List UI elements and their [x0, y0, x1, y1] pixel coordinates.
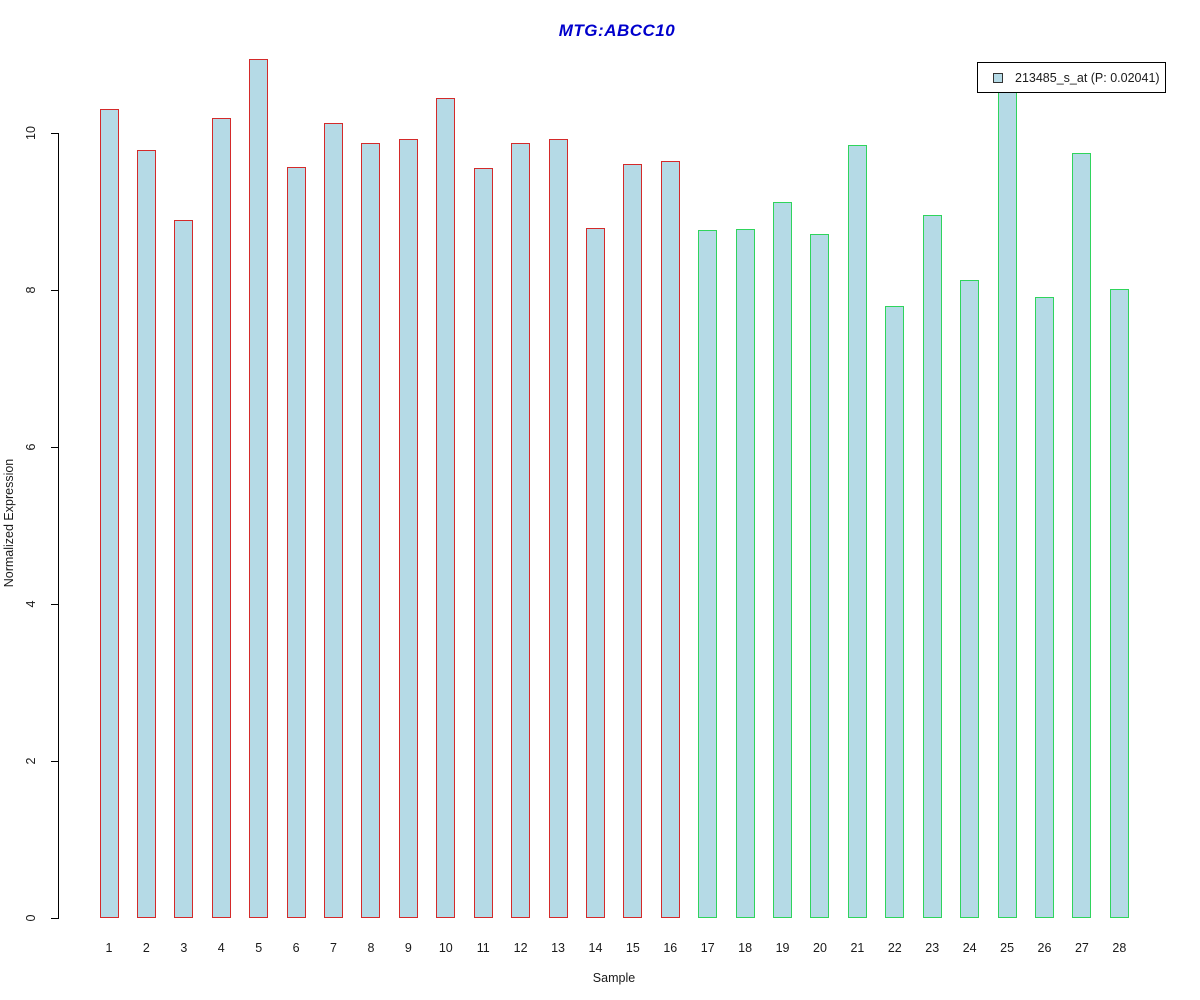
x-tick-label: 19 — [775, 941, 790, 955]
x-axis-title: Sample — [592, 971, 636, 985]
x-tick-label: 20 — [813, 941, 827, 955]
x-tick-label: 26 — [1037, 941, 1052, 955]
bar-sample-18 — [735, 228, 755, 918]
x-tick-label: 17 — [700, 941, 715, 955]
legend: 213485_s_at (P: 0.02041) — [977, 62, 1166, 93]
x-tick-label: 14 — [588, 941, 603, 955]
bar-sample-8 — [361, 143, 381, 918]
x-tick-label: 27 — [1074, 941, 1089, 955]
bar-sample-25 — [997, 85, 1017, 918]
x-tick-label: 22 — [887, 941, 902, 955]
y-tick-label: 6 — [24, 443, 38, 451]
y-axis-title: Normalized Expression — [2, 458, 16, 588]
x-tick-label: 15 — [625, 941, 640, 955]
bar-sample-9 — [398, 139, 418, 918]
bar-sample-27 — [1072, 152, 1092, 918]
y-axis-tick — [50, 447, 58, 448]
legend-swatch-icon — [993, 72, 1003, 83]
bar-sample-22 — [885, 305, 905, 918]
bar-sample-6 — [286, 166, 306, 918]
y-axis-tick — [50, 761, 58, 762]
bar-sample-12 — [511, 143, 531, 918]
bar-sample-15 — [623, 163, 643, 918]
bar-sample-19 — [773, 202, 793, 918]
bar-sample-2 — [136, 150, 156, 918]
x-tick-label: 13 — [551, 941, 565, 955]
bar-sample-24 — [960, 279, 980, 918]
y-axis-line — [57, 133, 59, 919]
x-tick-label: 3 — [180, 941, 188, 955]
y-axis-tick — [50, 918, 58, 919]
chart-title: MTG:ABCC10 — [558, 21, 676, 40]
y-tick-label: 10 — [24, 126, 38, 140]
y-axis-tick — [50, 290, 58, 291]
bar-sample-5 — [249, 59, 269, 918]
y-axis-tick — [50, 604, 58, 605]
x-tick-label: 8 — [367, 941, 375, 955]
bar-sample-10 — [436, 97, 456, 918]
bar-sample-21 — [847, 144, 867, 918]
x-tick-label: 11 — [476, 941, 490, 955]
bar-sample-14 — [585, 227, 605, 918]
x-tick-label: 2 — [142, 941, 150, 955]
x-tick-label: 24 — [962, 941, 977, 955]
x-tick-label: 5 — [255, 941, 263, 955]
bar-sample-3 — [174, 220, 194, 918]
y-tick-label: 8 — [24, 286, 38, 294]
x-tick-label: 10 — [438, 941, 453, 955]
bar-sample-7 — [324, 122, 344, 918]
x-tick-label: 9 — [404, 941, 412, 955]
bar-sample-28 — [1109, 289, 1129, 918]
bar-sample-4 — [211, 118, 231, 918]
y-tick-label: 4 — [24, 600, 38, 608]
bar-sample-17 — [698, 230, 718, 918]
x-tick-label: 23 — [925, 941, 940, 955]
bar-sample-23 — [922, 215, 942, 918]
x-tick-label: 12 — [513, 941, 528, 955]
bar-sample-20 — [810, 234, 830, 918]
bar-sample-26 — [1035, 297, 1054, 918]
x-tick-label: 16 — [663, 941, 678, 955]
bar-sample-16 — [660, 161, 680, 918]
x-tick-label: 6 — [292, 941, 300, 955]
y-tick-label: 2 — [24, 757, 38, 765]
x-tick-label: 4 — [217, 941, 225, 955]
x-tick-label: 1 — [105, 941, 113, 955]
x-tick-label: 25 — [1000, 941, 1015, 955]
x-tick-label: 21 — [850, 941, 865, 955]
x-tick-label: 7 — [330, 941, 337, 955]
legend-label: 213485_s_at (P: 0.02041) — [1015, 70, 1160, 85]
bar-sample-13 — [548, 139, 568, 918]
bar-sample-1 — [99, 109, 119, 918]
x-tick-label: 28 — [1112, 941, 1127, 955]
y-axis-tick — [50, 133, 58, 134]
y-tick-label: 0 — [24, 914, 38, 922]
bar-sample-11 — [473, 168, 493, 918]
x-tick-label: 18 — [738, 941, 753, 955]
